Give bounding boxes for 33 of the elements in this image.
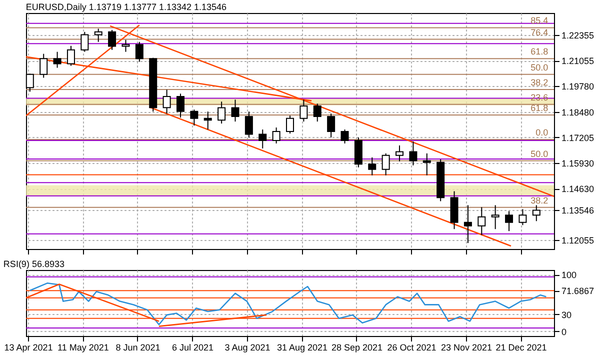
- x-tick-label: 26 Oct 2021: [387, 342, 436, 352]
- y-tick-label: 1.17205: [562, 132, 594, 143]
- x-tick-label: 3 Aug 2021: [224, 342, 270, 352]
- x-tick-label: 8 Jun 2021: [116, 342, 160, 352]
- y-tick-label: 1.15930: [562, 158, 594, 168]
- x-tick-label: 31 Aug 2021: [276, 342, 328, 352]
- annotation: 38.2: [530, 195, 548, 206]
- x-tick-label: 13 Apr 2021: [4, 342, 53, 352]
- y-tick-label: 0: [562, 326, 567, 337]
- x-tick-label: 6 Jul 2021: [172, 342, 214, 352]
- x-tick-label: 23 Nov 2021: [440, 342, 492, 352]
- annotation: 61.8: [530, 46, 548, 57]
- annotation: 61.8: [530, 102, 548, 113]
- x-tick-label: 11 May 2021: [58, 342, 109, 352]
- y-tick-label: 1.22355: [562, 30, 594, 40]
- chart-subtitle: RSI(9) 56.8933: [3, 259, 64, 269]
- annotation: 76.4: [530, 27, 548, 38]
- x-tick-label: 28 Sep 2021: [331, 342, 383, 352]
- y-tick-label: 100: [562, 270, 577, 280]
- y-tick-label: 1.14630: [562, 184, 594, 194]
- y-tick-label: 1.13546: [562, 206, 594, 216]
- annotation: 0.0: [536, 127, 548, 138]
- y-tick-label: 1.18480: [562, 107, 594, 118]
- y-tick-label: 1.21055: [562, 56, 594, 66]
- y-tick-label: 30: [562, 310, 572, 320]
- x-tick-label: 21 Dec 2021: [496, 342, 547, 352]
- y-tick-label: 71.6867: [562, 286, 594, 296]
- y-tick-label: 1.12055: [562, 235, 594, 246]
- annotation: 38.2: [530, 77, 548, 88]
- annotation: 50.0: [530, 62, 548, 72]
- annotation: 50.0: [530, 148, 548, 159]
- chart-title: EURUSD,Daily 1.13719 1.13777 1.13342 1.13546: [26, 2, 227, 12]
- y-tick-label: 1.19780: [562, 82, 594, 92]
